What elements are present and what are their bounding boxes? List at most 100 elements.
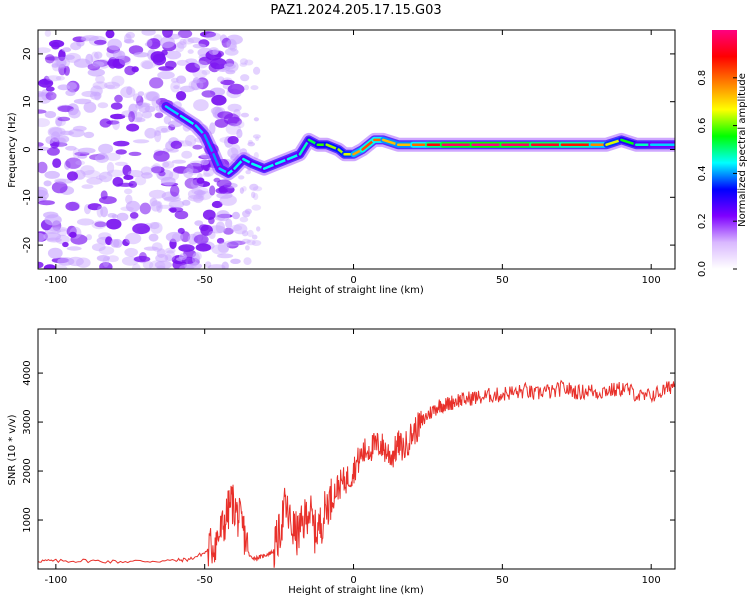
- heatmap-speckle: [45, 75, 62, 82]
- colorbar-tick-label: 0.6: [697, 118, 708, 134]
- heatmap-speckle: [187, 37, 202, 44]
- heatmap-speckle: [38, 118, 50, 128]
- heatmap-speckle: [187, 49, 194, 54]
- heatmap-speckle: [65, 157, 82, 169]
- heatmap-speckle: [66, 246, 82, 251]
- heatmap-speckle: [220, 79, 235, 86]
- heatmap-speckle: [112, 58, 125, 69]
- heatmap-speckle: [239, 62, 247, 67]
- heatmap-speckle: [244, 208, 252, 215]
- heatmap-speckle: [67, 171, 78, 181]
- heatmap-speckle: [152, 53, 167, 66]
- heatmap-speckle: [201, 69, 211, 75]
- heatmap-speckle: [251, 234, 258, 240]
- heatmap-speckle: [210, 58, 227, 70]
- heatmap-speckle: [65, 201, 80, 211]
- heatmap-speckle: [256, 226, 261, 232]
- heatmap-speckle: [168, 200, 185, 209]
- heatmap-speckle: [115, 149, 127, 155]
- heatmap-speckle: [122, 238, 130, 247]
- heatmap-speckle: [106, 120, 120, 125]
- heatmap-speckle: [65, 145, 77, 151]
- heatmap-speckle: [239, 58, 248, 65]
- heatmap-speckle: [123, 175, 134, 180]
- colorbar-ticks: 0.0 0.2 0.4 0.6 0.8: [697, 70, 737, 277]
- heatmap-speckle: [141, 30, 156, 36]
- heatmap-speckle: [96, 255, 110, 262]
- heatmap-speckle: [82, 170, 101, 179]
- heatmap-speckle: [155, 254, 169, 263]
- heatmap-speckle: [165, 231, 184, 243]
- heatmap-speckle: [149, 77, 164, 89]
- heatmap-speckle: [86, 177, 103, 185]
- heatmap-speckle: [232, 211, 240, 220]
- heatmap-speckle: [120, 86, 136, 98]
- heatmap-speckle: [208, 216, 215, 225]
- x-tick-label: 100: [642, 275, 661, 286]
- heatmap-speckle: [251, 191, 256, 198]
- heatmap-speckle: [146, 39, 153, 47]
- heatmap-speckle: [194, 220, 204, 226]
- x-tick-label: -100: [45, 575, 68, 586]
- heatmap-speckle: [187, 188, 205, 200]
- heatmap-speckle: [106, 162, 115, 174]
- heatmap-speckle: [240, 74, 250, 82]
- heatmap-speckle: [99, 118, 112, 128]
- heatmap-speckle: [128, 111, 136, 123]
- heatmap-speckle: [100, 206, 108, 218]
- heatmap-speckle: [245, 245, 250, 251]
- heatmap-speckle: [174, 42, 185, 53]
- heatmap-speckle: [217, 111, 234, 119]
- heatmap-speckle: [160, 176, 176, 186]
- y-tick-label: -10: [22, 189, 33, 205]
- heatmap-speckle: [223, 63, 236, 70]
- x-tick-label: 0: [350, 275, 356, 286]
- heatmap-speckle: [66, 82, 78, 90]
- heatmap-speckle: [170, 81, 181, 93]
- heatmap-speckle: [238, 175, 245, 180]
- heatmap-speckle: [227, 136, 239, 145]
- heatmap-speckle: [178, 253, 187, 261]
- heatmap-speckle: [46, 237, 62, 243]
- heatmap-speckle: [236, 128, 243, 139]
- heatmap-speckle: [116, 212, 129, 222]
- heatmap-speckle: [178, 244, 195, 252]
- heatmap-speckle: [170, 184, 180, 197]
- heatmap-speckle: [181, 199, 191, 206]
- heatmap-speckle: [98, 246, 115, 255]
- heatmap-speckle: [81, 35, 99, 41]
- heatmap-speckle: [57, 257, 75, 266]
- heatmap-speckle: [241, 230, 249, 237]
- heatmap-speckle: [132, 139, 150, 144]
- heatmap-speckle: [192, 79, 207, 84]
- heatmap-speckle: [207, 264, 226, 269]
- heatmap-speckle: [49, 226, 68, 233]
- heatmap-speckle: [86, 234, 92, 241]
- heatmap-speckle: [244, 59, 254, 66]
- heatmap-speckle: [94, 51, 103, 59]
- heatmap-speckle: [227, 116, 242, 127]
- heatmap-speckle: [137, 91, 145, 97]
- heatmap-speckle: [200, 31, 216, 38]
- heatmap-speckle: [216, 192, 233, 199]
- colorbar-tick-label: 0.4: [697, 165, 708, 181]
- heatmap-speckle: [144, 127, 157, 139]
- heatmap-speckle: [38, 47, 51, 54]
- heatmap-speckle: [125, 200, 141, 213]
- heatmap-speckle: [154, 260, 172, 269]
- heatmap-speckle: [165, 247, 176, 254]
- heatmap-speckle: [38, 261, 44, 269]
- heatmap-speckle: [241, 238, 251, 244]
- heatmap-speckle: [153, 150, 170, 162]
- heatmap-speckle: [47, 247, 63, 259]
- colorbar-label: Normalized spectral amplitude: [737, 73, 748, 227]
- heatmap-speckle: [150, 200, 162, 212]
- heatmap-speckle: [44, 30, 52, 37]
- heatmap-speckle: [193, 99, 209, 112]
- heatmap-speckle: [230, 224, 243, 231]
- heatmap-speckle: [201, 90, 216, 98]
- heatmap-speckle: [131, 263, 141, 269]
- heatmap-speckle: [90, 91, 102, 100]
- heatmap-speckle: [215, 221, 225, 234]
- heatmap-speckle: [208, 231, 216, 239]
